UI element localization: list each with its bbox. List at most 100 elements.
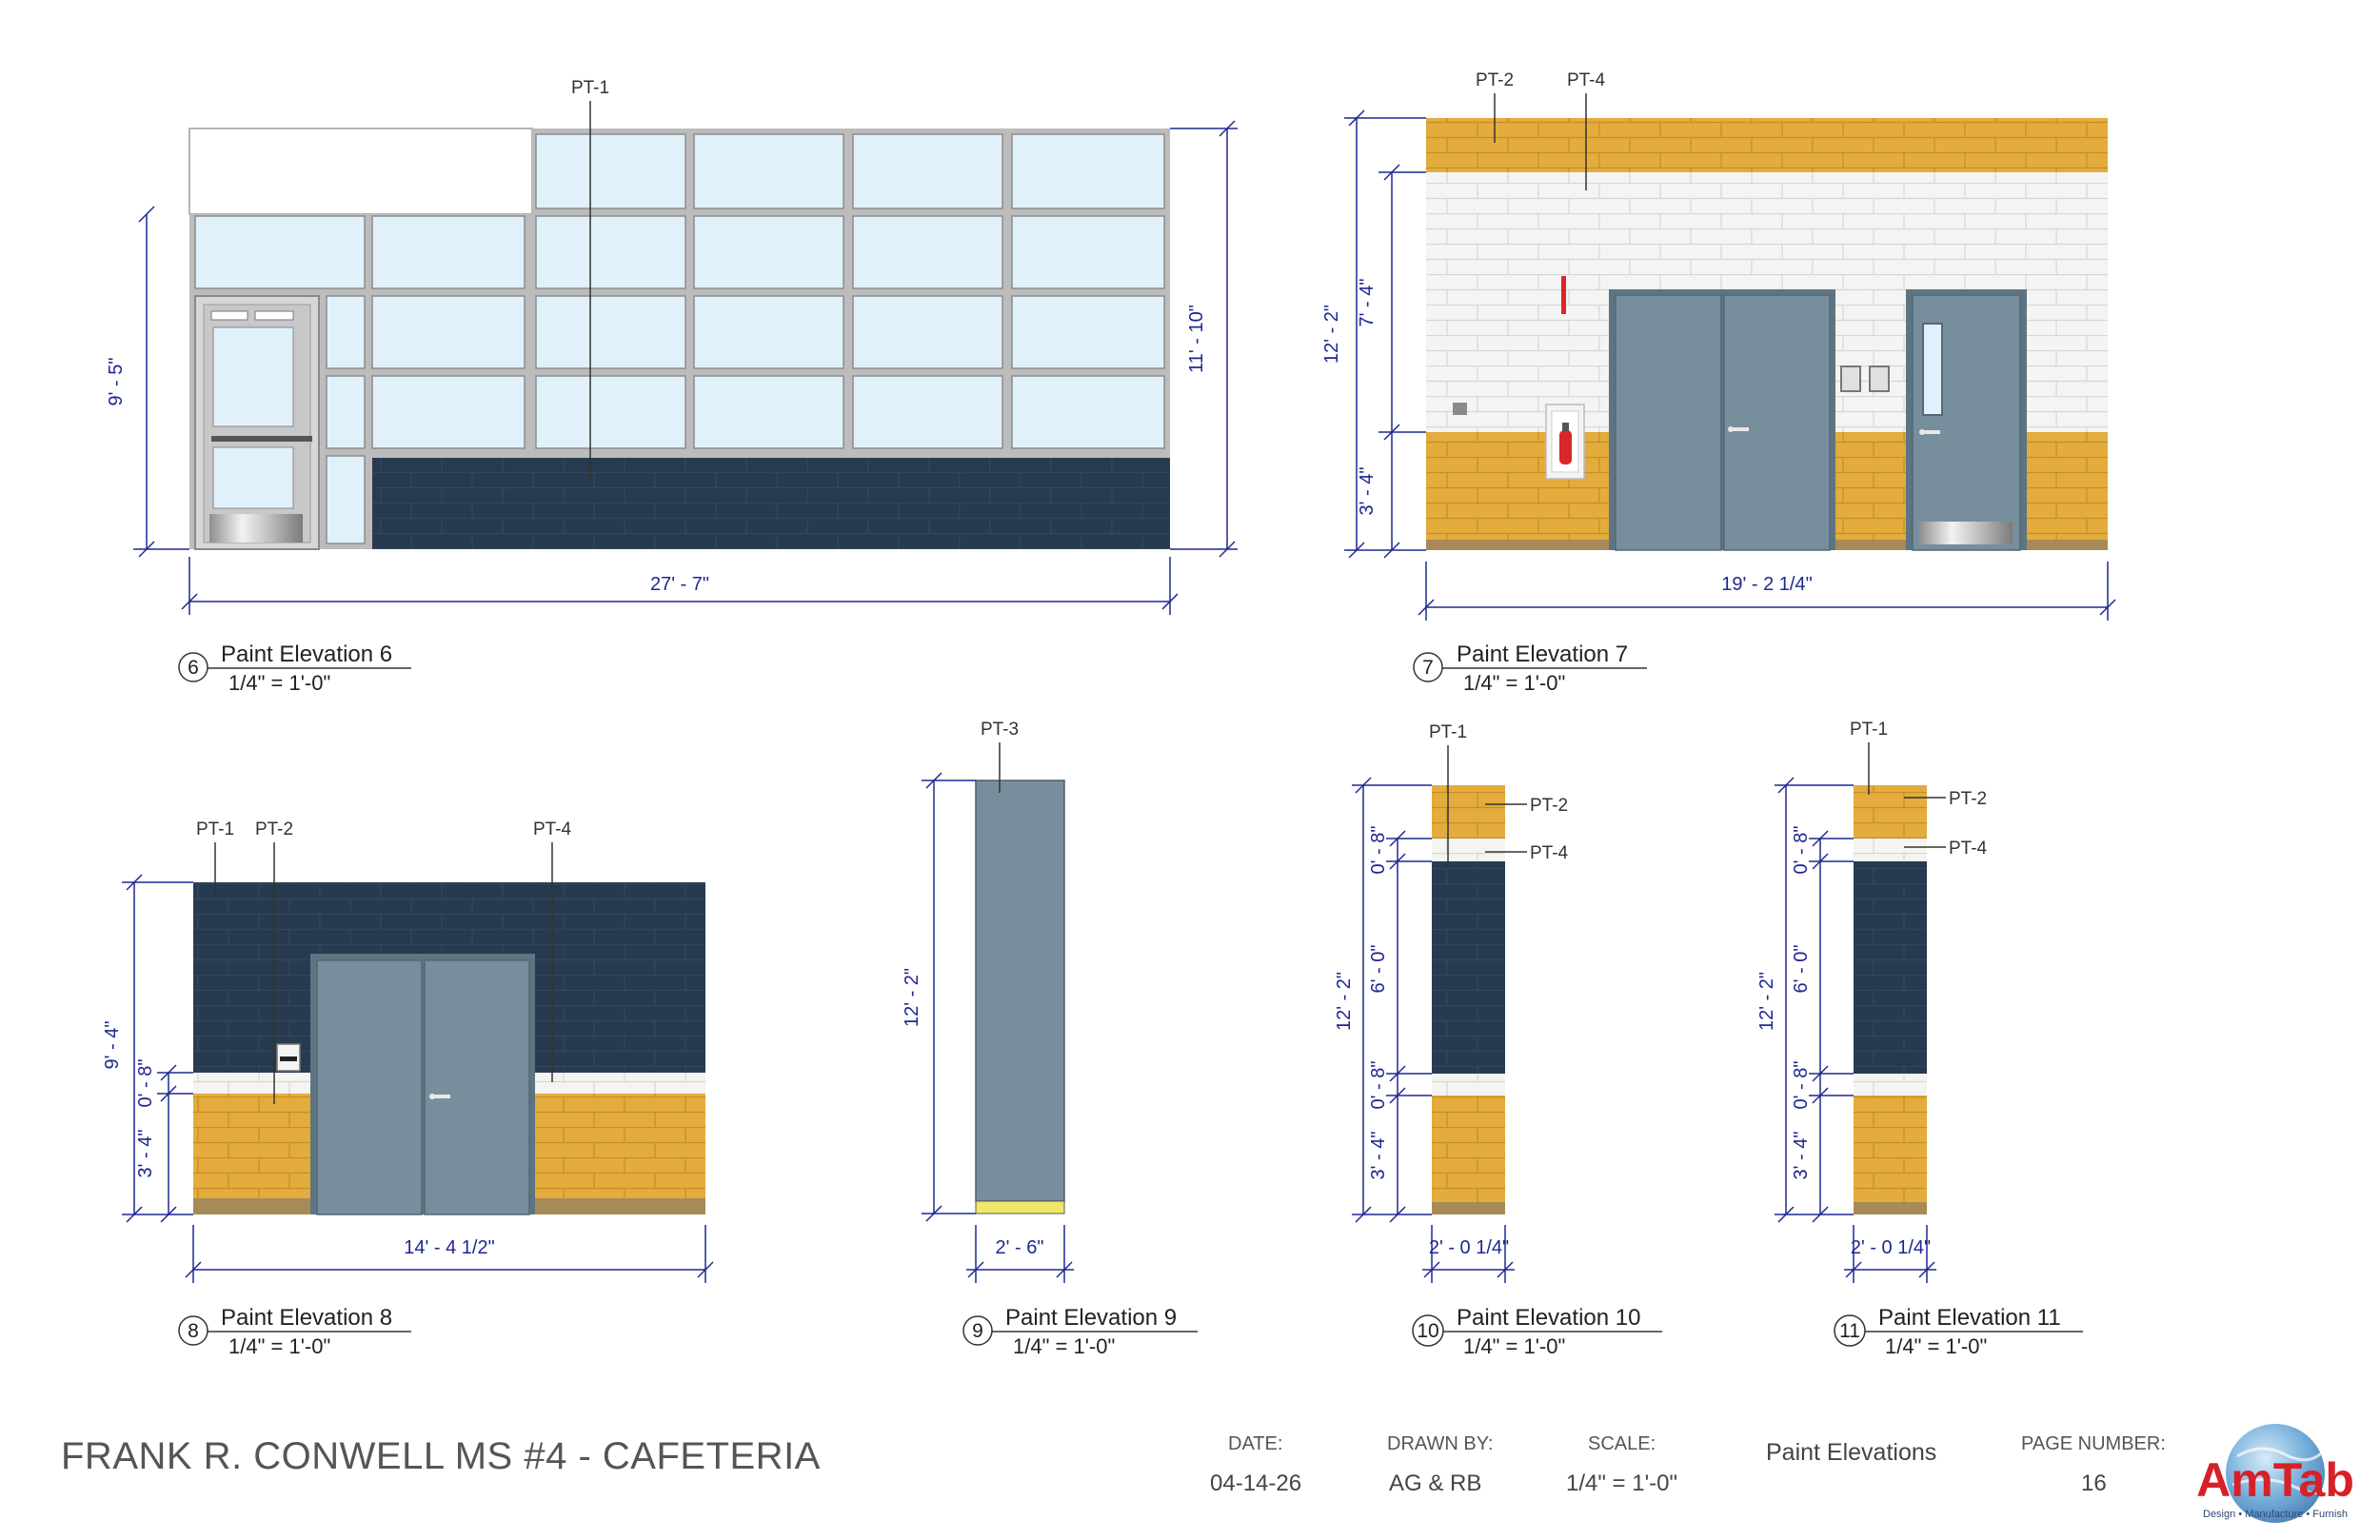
elev11-tag-pt1: PT-1 <box>1850 720 1888 740</box>
elev8-title: Paint Elevation 8 <box>221 1305 392 1331</box>
logo-text: AmTab <box>2196 1453 2354 1507</box>
double-door <box>310 954 535 1215</box>
fire-alarm-strobe <box>1561 276 1566 314</box>
date-label: DATE: <box>1228 1433 1283 1454</box>
storefront-glass <box>194 133 1165 544</box>
elev8-number: 8 <box>188 1320 199 1342</box>
elev6-dim-width: 27' - 7" <box>650 574 709 595</box>
elev7-tag-pt4: PT-4 <box>1567 70 1606 90</box>
elevation-8: PT-1 PT-2 PT-4 9' - 4" 0' - 8" 3' - 4" <box>102 819 714 1358</box>
elev9-callout-circle <box>962 1315 993 1346</box>
elev10-dim-width: 2' - 0 1/4" <box>1429 1237 1509 1258</box>
single-door <box>1906 289 2027 551</box>
elev7-dim-width: 19' - 2 1/4" <box>1721 574 1812 595</box>
elev11-dim-width: 2' - 0 1/4" <box>1851 1237 1931 1258</box>
scale-value: 1/4" = 1'-0" <box>1566 1471 1678 1496</box>
elev8-tag-pt1: PT-1 <box>196 819 234 839</box>
pt2-gold-band <box>1426 118 2108 172</box>
scale-label: SCALE: <box>1588 1433 1656 1454</box>
date-value: 04-14-26 <box>1210 1471 1302 1496</box>
elev6-dim-right-height: 11' - 10" <box>1186 305 1207 373</box>
drawn-by-value: AG & RB <box>1389 1471 1482 1496</box>
elev6-callout-circle <box>178 652 208 682</box>
elev6-dim-left-height: 9' - 5" <box>106 358 127 406</box>
elev11-dim-band: 0' - 8" <box>1791 1061 1812 1110</box>
elev6-number: 6 <box>188 657 199 679</box>
elev7-title: Paint Elevation 7 <box>1457 642 1628 667</box>
pt2-gold-wainscot <box>1432 1096 1505 1202</box>
elev8-tag-pt4: PT-4 <box>533 819 572 839</box>
pt1-navy-middle <box>1432 861 1505 1074</box>
drawn-by-label: DRAWN BY: <box>1387 1433 1494 1454</box>
elev7-dim-total-height: 12' - 2" <box>1321 305 1342 364</box>
pt4-white-band <box>1854 1074 1927 1096</box>
elev8-dim-band: 0' - 8" <box>135 1059 156 1108</box>
elev10-dim-middle: 6' - 0" <box>1368 945 1389 994</box>
elev10-scale: 1/4" = 1'-0" <box>1463 1334 1565 1358</box>
pt4-white-top <box>1854 839 1927 861</box>
logo-tagline: Design • Manufacture • Furnish <box>2203 1509 2348 1520</box>
elev7-tag-pt2: PT-2 <box>1476 70 1514 90</box>
elev11-callout-circle <box>1834 1314 1866 1347</box>
elev7-dim-lower: 3' - 4" <box>1357 467 1378 516</box>
elev6-scale: 1/4" = 1'-0" <box>228 671 330 695</box>
elev11-dim-lower: 3' - 4" <box>1791 1132 1812 1180</box>
elev10-tag-pt4: PT-4 <box>1530 843 1569 863</box>
entrance-door <box>194 295 320 550</box>
wall-device-1 <box>1840 365 1861 392</box>
elev9-dim-height: 12' - 2" <box>902 968 922 1027</box>
elev10-tag-pt1: PT-1 <box>1429 722 1467 742</box>
elevation-10: PT-1 PT-2 PT-4 12' - 2" <box>1334 722 1662 1358</box>
elev10-tag-pt2: PT-2 <box>1530 796 1568 816</box>
elev6-tag-pt1: PT-1 <box>571 78 609 98</box>
pt1-navy-middle <box>1854 861 1927 1074</box>
elev9-scale: 1/4" = 1'-0" <box>1013 1334 1115 1358</box>
pt4-white-band <box>1432 1074 1505 1096</box>
pt1-navy-wall <box>372 458 1170 549</box>
pt2-gold-top <box>1432 785 1505 839</box>
elev11-tag-pt2: PT-2 <box>1949 789 1987 809</box>
elev8-callout-circle <box>178 1315 208 1346</box>
pt2-gold-top <box>1854 785 1927 839</box>
elev8-dim-total-height: 9' - 4" <box>102 1021 123 1070</box>
elev10-title: Paint Elevation 10 <box>1457 1305 1640 1331</box>
sheet-title: Paint Elevations <box>1766 1439 1937 1466</box>
wall-device-2 <box>1869 365 1890 392</box>
project-title: FRANK R. CONWELL MS #4 - CAFETERIA <box>61 1435 821 1477</box>
elev8-dim-width: 14' - 4 1/2" <box>404 1237 494 1258</box>
elevation-7: PT-2 PT-4 12' - 2" 7' - 4" 3' - 4" 19' -… <box>1321 70 2116 695</box>
elev8-tag-pt2: PT-2 <box>255 819 293 839</box>
elev11-dim-middle: 6' - 0" <box>1791 945 1812 994</box>
pt3-column <box>975 780 1065 1202</box>
elev10-dim-total-height: 12' - 2" <box>1334 972 1355 1031</box>
wall-box <box>1453 403 1467 415</box>
elev7-callout-circle <box>1413 652 1443 682</box>
elev10-callout-circle <box>1412 1314 1444 1347</box>
elev10-dim-lower: 3' - 4" <box>1368 1132 1389 1180</box>
elev11-scale: 1/4" = 1'-0" <box>1885 1334 1987 1358</box>
elev9-dim-width: 2' - 6" <box>996 1237 1044 1258</box>
page-number-value: 16 <box>2081 1471 2107 1496</box>
page-number-label: PAGE NUMBER: <box>2021 1433 2166 1454</box>
elev10-dim-band: 0' - 8" <box>1368 1061 1389 1110</box>
fire-extinguisher-cabinet <box>1545 404 1585 480</box>
double-door <box>1609 289 1835 551</box>
amtab-logo: AmTab Design • Manufacture • Furnish <box>2196 1424 2354 1523</box>
elev7-scale: 1/4" = 1'-0" <box>1463 671 1565 695</box>
elevation-11: PT-1 PT-2 PT-4 12' - 2" <box>1756 720 2083 1358</box>
elev8-dim-lower: 3' - 4" <box>135 1130 156 1178</box>
globe-icon <box>2226 1424 2325 1523</box>
elev8-scale: 1/4" = 1'-0" <box>228 1334 330 1358</box>
elev11-dim-top-band: 0' - 8" <box>1791 826 1812 875</box>
elev9-title: Paint Elevation 9 <box>1005 1305 1177 1331</box>
elev11-tag-pt4: PT-4 <box>1949 839 1988 859</box>
elev9-number: 9 <box>972 1320 983 1342</box>
elevation-9: PT-3 12' - 2" 2' - 6" 9 Paint Elevation … <box>902 720 1198 1358</box>
elev7-dim-upper: 7' - 4" <box>1357 279 1378 327</box>
pt2-gold-wainscot <box>1854 1096 1927 1202</box>
elev9-tag-pt3: PT-3 <box>981 720 1019 740</box>
pt4-white-top <box>1432 839 1505 861</box>
elev10-number: 10 <box>1417 1320 1438 1342</box>
elev11-number: 11 <box>1839 1320 1860 1342</box>
